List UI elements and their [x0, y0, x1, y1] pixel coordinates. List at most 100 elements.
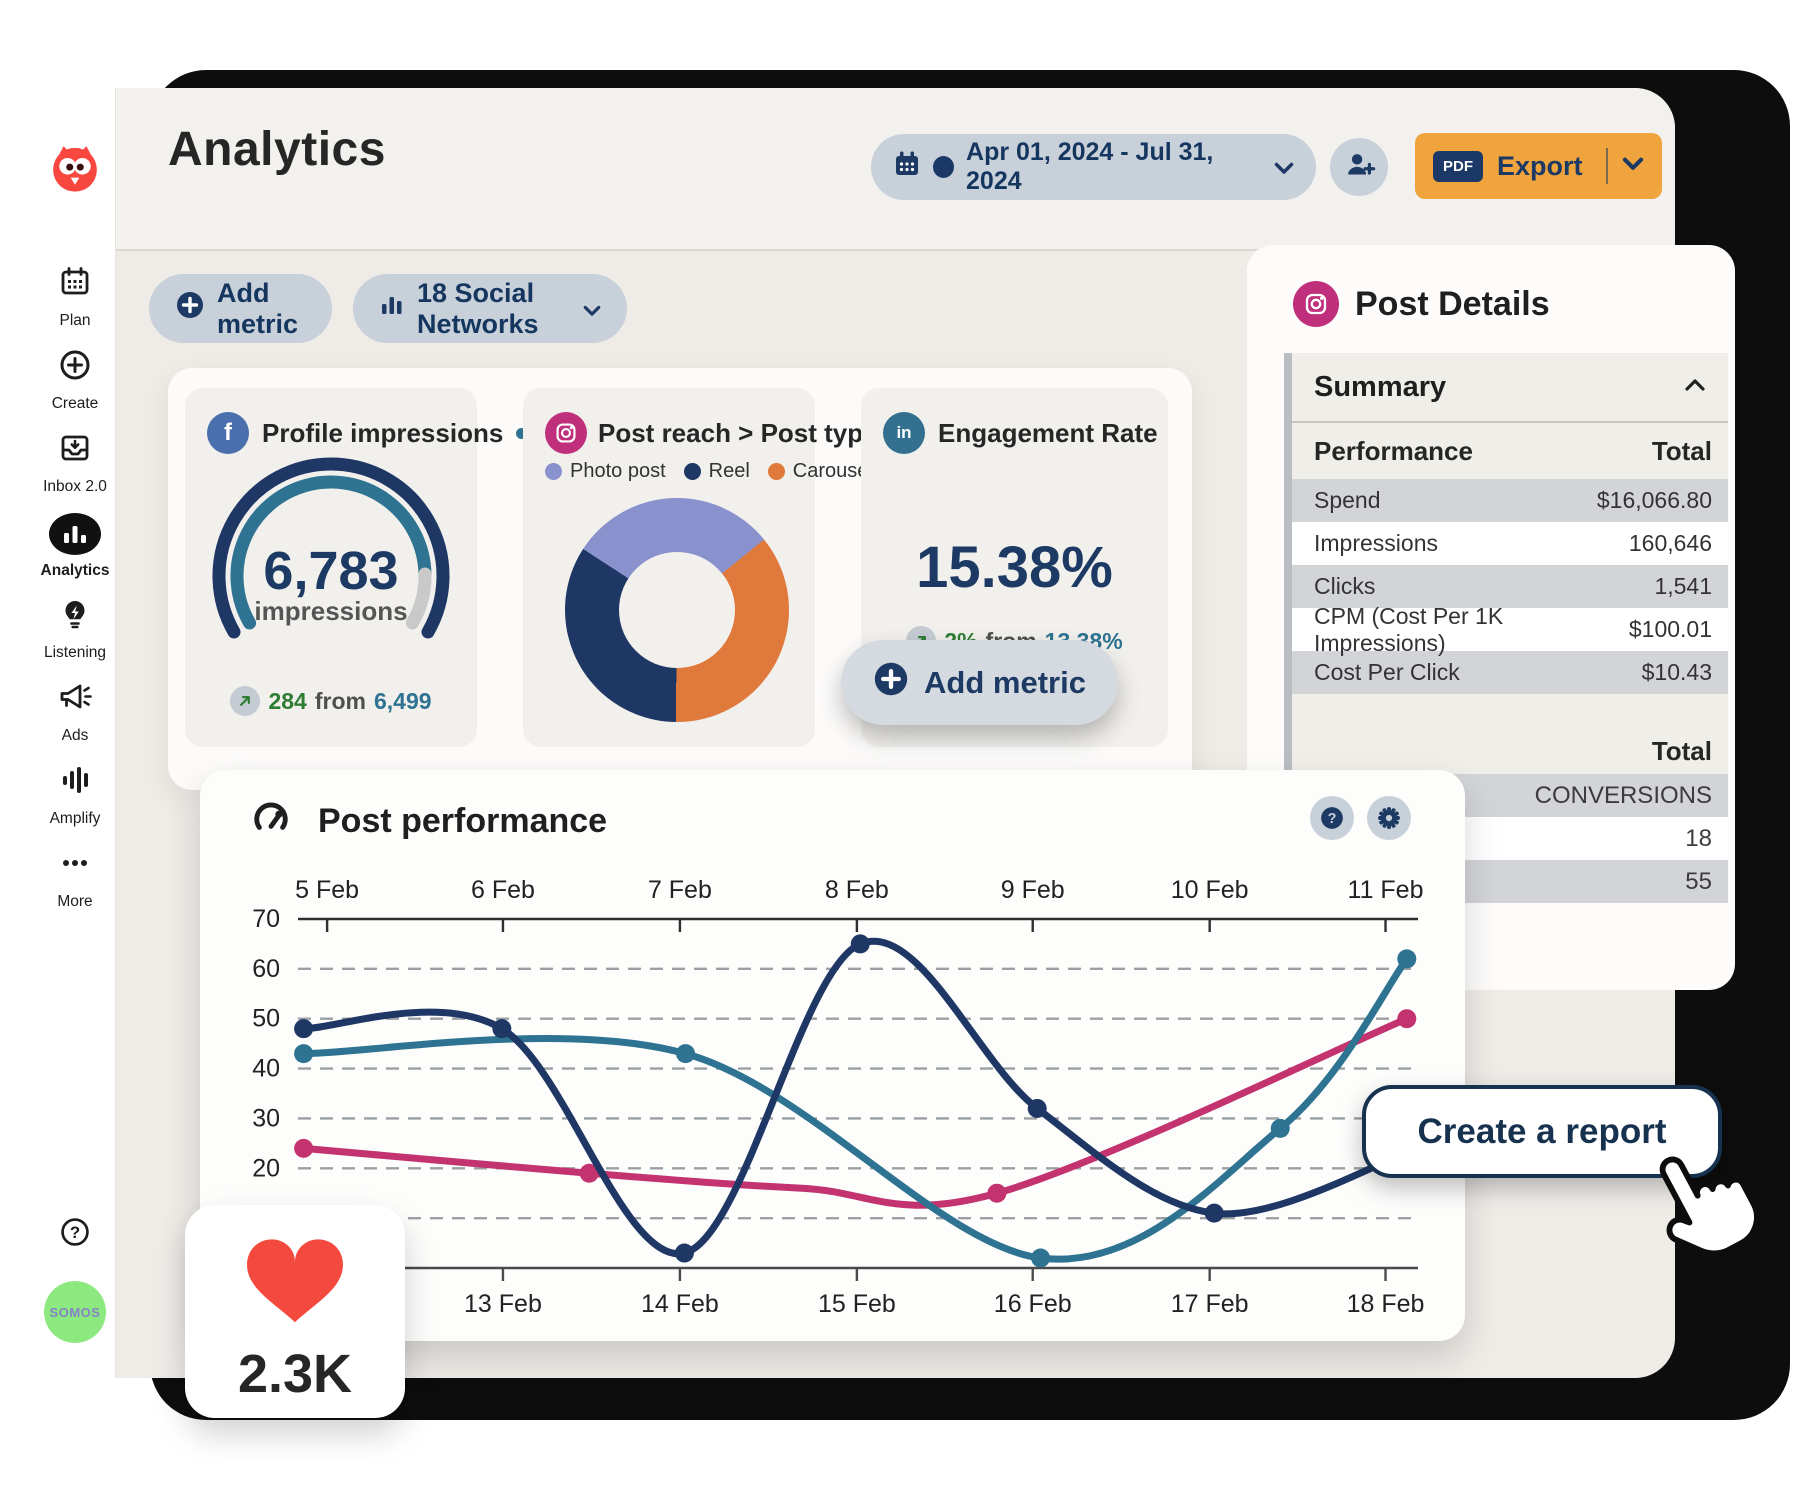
row-value: $10.43: [1641, 659, 1712, 685]
sidebar-item-plan[interactable]: Plan: [35, 264, 115, 330]
svg-text:5 Feb: 5 Feb: [295, 876, 359, 904]
hootsuite-logo[interactable]: [47, 140, 103, 196]
table-row[interactable]: Impressions 160,646: [1292, 522, 1728, 565]
donut-legend: Photo post Reel Carousel: [545, 460, 873, 483]
sidebar-item-listening[interactable]: Listening: [35, 596, 115, 662]
profile-impressions-card[interactable]: f Profile impressions 6,783 impressions …: [185, 388, 528, 747]
bar-chart-icon: [379, 292, 405, 325]
pink-line: [300, 1015, 1411, 1209]
add-metric-label: Add metric: [924, 664, 1086, 700]
social-networks-dropdown[interactable]: 18 Social Networks: [353, 274, 627, 343]
performance-column-label: Performance: [1314, 435, 1473, 466]
row-label: Clicks: [1314, 573, 1376, 599]
instagram-icon: [545, 412, 587, 454]
ellipsis-icon: [57, 845, 93, 886]
svg-text:?: ?: [1328, 811, 1337, 827]
post-details-title: Post Details: [1355, 284, 1550, 323]
sidebar-item-label: Amplify: [49, 810, 101, 827]
likes-count: 2.3K: [237, 1344, 353, 1404]
sidebar-item-label: Plan: [59, 312, 91, 329]
add-user-button[interactable]: [1330, 138, 1388, 196]
row-value: CONVERSIONS: [1534, 781, 1712, 809]
engagement-rate-value: 15.38%: [916, 535, 1113, 600]
row-value: 18: [1685, 824, 1712, 852]
row-value: $16,066.80: [1596, 487, 1712, 513]
linkedin-icon: in: [883, 412, 925, 454]
legend-item: Photo post: [545, 460, 666, 483]
bar-chart-icon: [49, 513, 101, 555]
sidebar: Plan Create Inbox 2.0 Analytics Listening Ads…: [35, 88, 116, 1378]
row-label: Cost Per Click: [1314, 659, 1460, 685]
table-row[interactable]: Cost Per Click $10.43: [1292, 651, 1728, 694]
svg-text:14 Feb: 14 Feb: [641, 1290, 719, 1318]
table-header: Performance Total: [1292, 423, 1728, 479]
sidebar-item-label: More: [57, 893, 93, 910]
instagram-icon: [1293, 281, 1339, 327]
table-row[interactable]: Spend $16,066.80: [1292, 479, 1728, 522]
row-label: Spend: [1314, 487, 1381, 513]
svg-text:6 Feb: 6 Feb: [471, 876, 535, 904]
teal-line: [300, 955, 1411, 1263]
sidebar-item-analytics[interactable]: Analytics: [35, 513, 115, 580]
avatar[interactable]: SOMOS: [44, 1281, 106, 1343]
calendar-icon: [893, 150, 921, 185]
create-report-button[interactable]: Create a report: [1362, 1085, 1722, 1178]
export-label: Export: [1497, 150, 1583, 181]
chevron-down-icon: [1274, 153, 1294, 182]
card-title: Profile impressions: [262, 417, 504, 448]
add-metric-button[interactable]: Add metric: [149, 274, 332, 343]
chevron-down-icon[interactable]: [1622, 157, 1644, 176]
svg-text:17 Feb: 17 Feb: [1171, 1290, 1249, 1318]
sidebar-item-more[interactable]: More: [35, 845, 115, 911]
gauge-icon: [252, 800, 290, 843]
sidebar-item-amplify[interactable]: Amplify: [35, 762, 115, 828]
likes-card: 2.3K: [185, 1205, 405, 1418]
table-row[interactable]: CPM (Cost Per 1K Impressions) $100.01: [1292, 603, 1728, 656]
help-button[interactable]: ?: [59, 1216, 91, 1248]
change-indicator: 284 from 6,499: [185, 686, 477, 716]
sidebar-item-create[interactable]: Create: [35, 347, 115, 413]
summary-section-toggle[interactable]: Summary: [1292, 353, 1728, 423]
sidebar-item-label: Create: [51, 395, 99, 412]
metrics-panel: f Profile impressions 6,783 impressions …: [168, 368, 1192, 790]
chart-help-button[interactable]: ?: [1310, 796, 1354, 840]
hand-cursor-icon: [1630, 1135, 1770, 1280]
svg-text:20: 20: [252, 1154, 280, 1182]
row-value: $100.01: [1628, 616, 1712, 642]
export-button[interactable]: PDF Export: [1415, 133, 1662, 199]
row-label: CPM (Cost Per 1K Impressions): [1314, 602, 1504, 656]
social-networks-label: 18 Social Networks: [417, 277, 539, 339]
chart-settings-button[interactable]: [1367, 796, 1411, 840]
svg-text:16 Feb: 16 Feb: [994, 1290, 1072, 1318]
facebook-icon: f: [207, 412, 249, 454]
svg-text:7 Feb: 7 Feb: [648, 876, 712, 904]
post-performance-panel: Post performance ? 70 60 50 40 30 20 5 Feb 6 Fe…: [200, 770, 1465, 1341]
heart-icon: [235, 1231, 355, 1344]
plus-circle-icon: [57, 347, 93, 388]
date-range-picker[interactable]: Apr 01, 2024 - Jul 31, 2024: [871, 134, 1316, 200]
svg-text:15 Feb: 15 Feb: [818, 1290, 896, 1318]
metric-dot-icon: [516, 427, 528, 439]
row-value: 1,541: [1654, 573, 1712, 599]
navy-line: [300, 937, 1411, 1258]
sidebar-item-ads[interactable]: Ads: [35, 679, 115, 745]
chevron-down-icon: [583, 293, 601, 324]
table-row[interactable]: Clicks 1,541: [1292, 565, 1728, 608]
impressions-unit: impressions: [254, 596, 408, 626]
trend-up-icon: [230, 686, 261, 716]
add-metric-floating-button[interactable]: Add metric: [841, 640, 1118, 725]
post-reach-card[interactable]: Post reach > Post type Photo post Reel Car…: [523, 388, 878, 747]
page-title: Analytics: [168, 123, 386, 176]
svg-text:11 Feb: 11 Feb: [1348, 876, 1424, 904]
plus-circle-icon: [175, 290, 205, 327]
row-label: Impressions: [1314, 530, 1438, 556]
chevron-up-icon: [1684, 378, 1706, 397]
sidebar-item-inbox-2-0[interactable]: Inbox 2.0: [35, 430, 115, 496]
svg-text:60: 60: [252, 955, 280, 983]
lightbulb-icon: [57, 596, 93, 637]
summary-label: Summary: [1314, 370, 1447, 403]
svg-text:8 Feb: 8 Feb: [825, 876, 889, 904]
inbox-icon: [57, 430, 93, 471]
card-title: Engagement Rate: [938, 417, 1158, 448]
